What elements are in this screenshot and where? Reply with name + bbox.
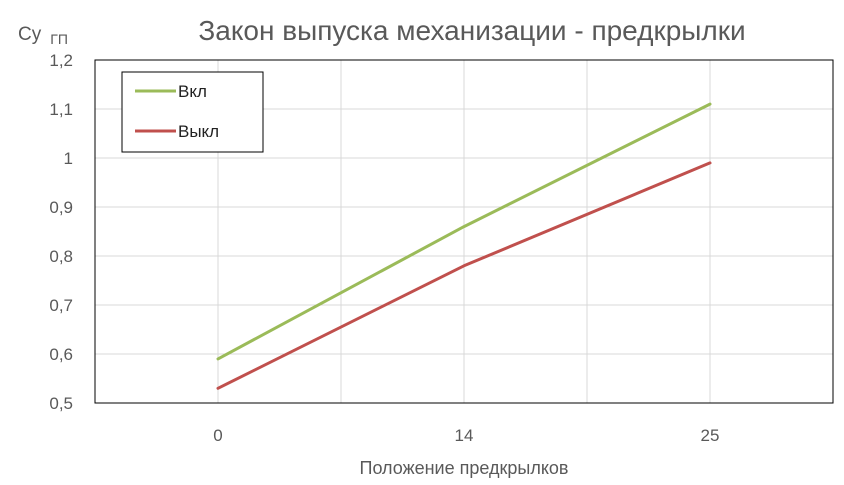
y-tick-label: 0,9 (49, 198, 73, 217)
legend-label-on: Вкл (178, 82, 207, 101)
series-line-on (216, 102, 712, 361)
grid (95, 59, 833, 404)
series-line-off (216, 161, 712, 390)
x-tick-label: 14 (455, 426, 474, 445)
y-tick-label: 1,1 (49, 100, 73, 119)
y-tick-label: 0,7 (49, 296, 73, 315)
chart-title: Закон выпуска механизации - предкрылки (198, 15, 745, 46)
y-axis-title-main: Cy (18, 24, 42, 45)
y-tick-label: 0,5 (49, 394, 73, 413)
y-tick-label: 0,6 (49, 345, 73, 364)
y-axis-title: Cy ГП (18, 24, 68, 47)
x-axis-title: Положение предкрылков (360, 458, 569, 478)
legend: Вкл Выкл (121, 71, 264, 153)
plot-frame (94, 59, 834, 404)
legend-box (121, 71, 264, 153)
x-tick-labels: 0 14 25 (213, 426, 719, 445)
y-tick-label: 1,2 (49, 51, 73, 70)
y-tick-label: 1 (64, 149, 73, 168)
series-lines (216, 102, 712, 390)
y-axis-title-sub: ГП (50, 31, 68, 47)
x-tick-label: 0 (213, 426, 222, 445)
y-tick-labels: 0,5 0,6 0,7 0,8 0,9 1 1,1 1,2 (49, 51, 73, 413)
legend-label-off: Выкл (178, 122, 219, 141)
y-tick-label: 0,8 (49, 247, 73, 266)
x-tick-label: 25 (701, 426, 720, 445)
